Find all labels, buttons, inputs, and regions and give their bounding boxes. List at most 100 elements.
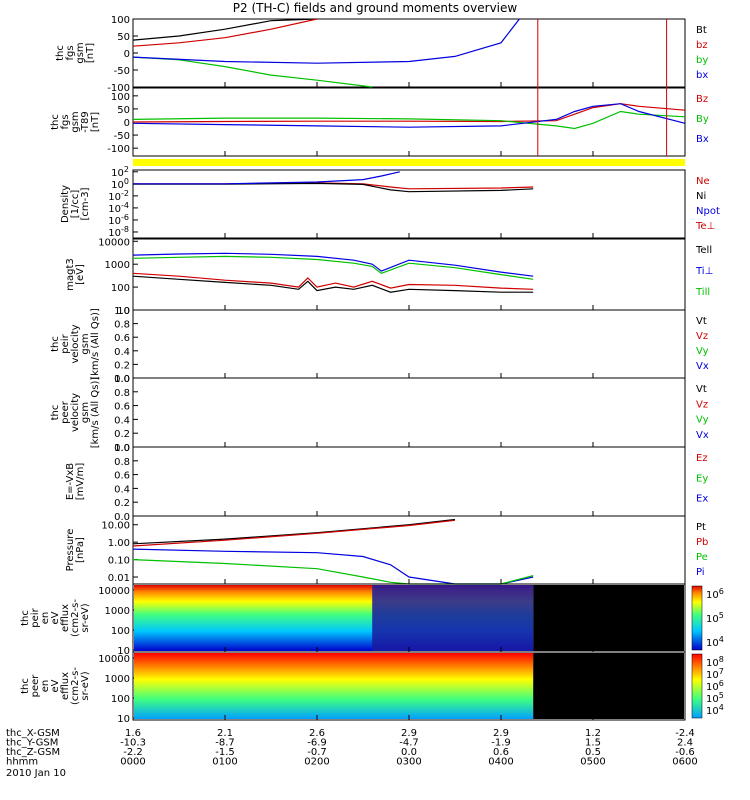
panel-frame-2 — [132, 169, 686, 239]
legend-entry-7-1: Pb — [696, 537, 708, 548]
y-axis-label-2-1: [1/cc] — [70, 190, 81, 219]
xaxis-value-3-3: 0300 — [396, 757, 421, 768]
y-tick-label-9-1: 1000 — [105, 674, 130, 685]
y-tick-label-1-4: -100 — [107, 144, 130, 155]
y-tick-label-7-0: 10.00 — [101, 521, 130, 532]
y-axis-label-4-0: thc — [50, 336, 61, 352]
y-axis-label-8-1: peir — [30, 607, 41, 627]
y-axis-label-5-2: velocity — [70, 393, 81, 432]
legend-entry-1-2: Bx — [696, 134, 709, 145]
panel-frame-3 — [132, 238, 686, 311]
y-tick-label-4-5: 0.0 — [114, 374, 130, 385]
xaxis-value-0-3: 2.9 — [401, 728, 417, 739]
xaxis-value-3-0: 0000 — [120, 757, 145, 768]
xaxis-value-0-4: 2.9 — [493, 728, 509, 739]
y-axis-label-7-1: [nPa] — [75, 537, 86, 563]
y-axis-label-8-4: efflux — [60, 604, 71, 632]
colorbar-tick-9-2: 106 — [706, 679, 724, 693]
y-tick-label-4-2: 0.6 — [114, 333, 130, 344]
xaxis-value-1-0: -10.3 — [120, 738, 146, 749]
colorbar-tick-8-0: 106 — [706, 587, 724, 601]
xaxis-value-0-6: -2.4 — [675, 728, 695, 739]
y-axis-label-9-6: sr-eV) — [80, 671, 91, 700]
legend-entry-6-1: Ey — [696, 473, 708, 484]
panel-frame-0 — [132, 18, 686, 88]
xaxis-value-3-4: 0400 — [488, 757, 513, 768]
legend-entry-4-1: Vz — [696, 331, 708, 342]
y-axis-label-5-0: thc — [50, 405, 61, 421]
y-tick-label-4-0: 1.0 — [114, 306, 130, 317]
legend-entry-2-2: Npot — [696, 206, 720, 217]
y-tick-label-2-3: 10-4 — [108, 201, 129, 215]
xaxis-row-label-0: thc_X-GSM — [6, 728, 60, 739]
y-axis-label-9-2: en — [40, 680, 51, 693]
legend-entry-4-2: Vy — [696, 346, 709, 357]
series-line-0-1 — [132, 18, 318, 47]
y-axis-label-9-4: efflux — [60, 672, 71, 700]
y-tick-label-1-1: 50 — [117, 105, 130, 116]
y-axis-label-1-0: thc — [50, 114, 61, 130]
series-line-2-1 — [133, 182, 534, 193]
y-tick-label-4-4: 0.2 — [114, 360, 130, 371]
y-tick-label-5-1: 0.8 — [114, 388, 130, 399]
y-axis-label-9-1: peer — [30, 674, 41, 698]
series-line-0-3 — [132, 18, 520, 64]
legend-entry-2-0: Ne — [696, 176, 710, 187]
xaxis-row-label-2: thc_Z-GSM — [6, 747, 60, 758]
panel-frame-7 — [132, 515, 686, 585]
y-axis-label-9-0: thc — [20, 678, 31, 694]
legend-entry-7-0: Pt — [696, 522, 706, 533]
legend-entry-3-2: Till — [695, 287, 710, 298]
series-line-3-1 — [132, 255, 534, 280]
legend-entry-2-3: Te⊥ — [695, 221, 715, 232]
xaxis-date: 2010 Jan 10 — [6, 768, 66, 779]
colorbar-tick-8-1: 105 — [706, 611, 724, 625]
xaxis-value-1-6: 2.4 — [677, 738, 693, 749]
xaxis-value-2-5: 0.5 — [585, 747, 601, 758]
y-axis-label-8-2: en — [40, 612, 51, 625]
y-axis-label-9-5: (cm2-s- — [70, 667, 81, 705]
y-tick-label-3-1: 1000 — [105, 260, 130, 271]
spectrogram-nodata-8 — [533, 585, 684, 651]
y-tick-label-8-1: 1000 — [105, 606, 130, 617]
y-axis-label-1-3: -T89 — [80, 111, 91, 133]
y-tick-label-1-3: -50 — [114, 131, 130, 142]
colorbar-8 — [691, 585, 703, 651]
xaxis-value-0-1: 2.1 — [217, 728, 233, 739]
y-tick-label-0-0: 100 — [111, 15, 130, 26]
y-tick-label-9-2: 100 — [111, 694, 130, 705]
y-axis-label-0-2: gsm — [75, 42, 86, 63]
legend-entry-3-0: Tell — [695, 245, 712, 256]
series-line-7-0 — [132, 518, 456, 545]
legend-entry-2-1: Ni — [696, 191, 706, 202]
y-axis-label-0-1: fgs — [65, 45, 76, 60]
y-tick-label-9-3: 10 — [117, 714, 130, 725]
y-tick-label-6-2: 0.6 — [114, 471, 130, 482]
y-axis-label-4-1: peir — [60, 333, 71, 353]
xaxis-value-2-3: 0.0 — [401, 747, 417, 758]
xaxis-value-0-0: 1.6 — [125, 728, 141, 739]
legend-entry-7-2: Pe — [696, 552, 708, 563]
legend-entry-3-1: Ti⊥ — [695, 266, 713, 277]
series-line-7-1 — [132, 519, 456, 547]
colorbar-tick-9-0: 108 — [706, 655, 724, 669]
y-axis-label-9-3: eV — [50, 679, 61, 692]
colorbar-tick-9-4: 104 — [706, 703, 724, 717]
y-axis-label-7-0: Pressure — [65, 529, 76, 572]
series-line-7-2 — [132, 548, 534, 585]
legend-entry-0-3: bx — [696, 70, 708, 81]
xaxis-value-3-2: 0200 — [304, 757, 329, 768]
y-tick-label-8-0: 10000 — [98, 586, 130, 597]
series-line-1-1 — [132, 110, 686, 130]
xaxis-value-1-1: -8.7 — [215, 738, 235, 749]
xaxis-row-label-3: hhmm — [6, 757, 38, 768]
y-tick-label-0-4: -100 — [107, 83, 130, 94]
y-axis-label-3-1: [eV] — [75, 264, 86, 285]
y-axis-label-1-2: gsm — [70, 111, 81, 132]
y-tick-label-4-3: 0.4 — [114, 347, 130, 358]
y-axis-label-4-3: gsm — [80, 333, 91, 354]
colorbar-tick-9-3: 105 — [706, 691, 724, 705]
xaxis-value-2-0: -2.2 — [123, 747, 143, 758]
y-axis-label-8-6: sr-eV) — [80, 603, 91, 632]
xaxis-value-0-5: 1.2 — [585, 728, 601, 739]
